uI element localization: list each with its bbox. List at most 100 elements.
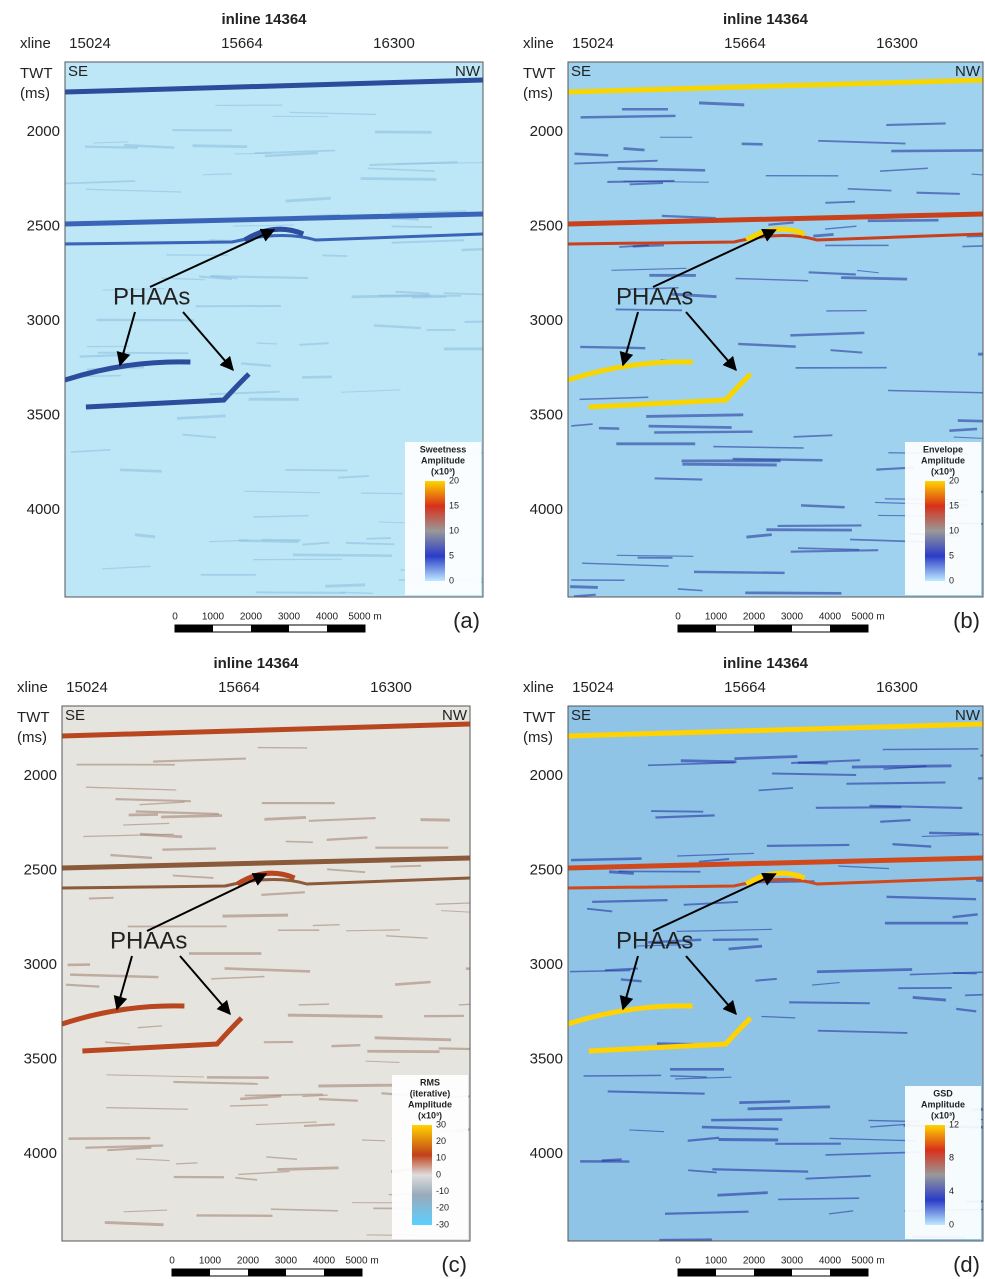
- texture: [293, 555, 392, 556]
- colorbar-tick-label: 10: [449, 525, 459, 535]
- texture: [916, 193, 959, 194]
- texture: [285, 470, 347, 471]
- scale-label: 1000: [202, 612, 225, 623]
- right-tag: NW: [955, 707, 981, 724]
- texture: [584, 1075, 662, 1076]
- scale-label: 4000: [316, 612, 339, 623]
- texture: [711, 1120, 782, 1121]
- y-tick-label: 2000: [24, 767, 57, 784]
- panel-title: inline 14364: [221, 11, 307, 28]
- scale-seg: [678, 1269, 716, 1276]
- x-tick-label: 15664: [218, 679, 260, 696]
- y-tick-label: 2000: [27, 123, 60, 140]
- y-axis-label: TWT: [20, 65, 52, 82]
- y-tick-label: 3500: [530, 406, 563, 423]
- y-tick-label: 3000: [530, 312, 563, 329]
- scale-label: 5000 m: [851, 1256, 884, 1267]
- texture: [412, 297, 446, 298]
- scale-seg: [830, 625, 868, 632]
- annotation: PHAAs: [110, 927, 187, 954]
- scale-seg: [324, 1269, 362, 1276]
- colorbar-tick-label: 15: [449, 500, 459, 510]
- texture: [392, 226, 432, 227]
- texture: [580, 347, 645, 348]
- y-tick-label: 3000: [27, 312, 60, 329]
- scale-seg: [175, 625, 213, 632]
- scale-label: 0: [169, 1256, 175, 1267]
- texture: [953, 973, 977, 974]
- y-tick-label: 4000: [530, 501, 563, 518]
- colorbar-tick-label: 20: [949, 475, 959, 485]
- colorbar-tick-label: 20: [449, 475, 459, 485]
- colorbar-tick-label: 30: [436, 1119, 446, 1129]
- colorbar-title: Amplitude: [921, 455, 965, 465]
- annotation: PHAAs: [616, 283, 693, 310]
- y-tick-label: 3000: [24, 956, 57, 973]
- scale-label: 1000: [705, 612, 728, 623]
- colorbar-tick-label: 5: [949, 550, 954, 560]
- colorbar-tick-label: 10: [949, 525, 959, 535]
- panel-label: (b): [953, 608, 980, 633]
- texture: [618, 168, 706, 170]
- texture: [575, 154, 609, 156]
- y-tick-label: 4000: [27, 501, 60, 518]
- texture: [633, 245, 664, 246]
- texture: [789, 1002, 870, 1003]
- y-tick-label: 2000: [530, 767, 563, 784]
- colorbar-tick-label: 12: [949, 1119, 959, 1129]
- texture: [646, 415, 743, 417]
- texture: [161, 816, 222, 817]
- scale-label: 5000 m: [345, 1256, 378, 1267]
- colorbar-tick-label: 5: [449, 550, 454, 560]
- scale-label: 3000: [278, 612, 301, 623]
- colorbar-title: Sweetness: [420, 444, 467, 454]
- colorbar-title: Amplitude: [408, 1099, 452, 1109]
- scale-seg: [327, 625, 365, 632]
- panel-title: inline 14364: [723, 11, 809, 28]
- texture: [318, 1085, 392, 1086]
- x-tick-label: 16300: [876, 679, 918, 696]
- left-tag: SE: [65, 707, 85, 724]
- scale-label: 5000 m: [851, 612, 884, 623]
- texture: [891, 150, 985, 151]
- texture: [68, 1138, 150, 1139]
- texture: [852, 766, 952, 767]
- left-tag: SE: [571, 707, 591, 724]
- colorbar-tick-label: -30: [436, 1219, 449, 1229]
- texture: [367, 538, 391, 539]
- texture: [978, 777, 985, 778]
- colorbar-title: Amplitude: [921, 1099, 965, 1109]
- texture: [868, 220, 939, 221]
- panel-title: inline 14364: [723, 655, 809, 672]
- y-axis-label: (ms): [523, 85, 553, 102]
- texture: [654, 432, 752, 433]
- texture: [883, 749, 979, 750]
- panel-label: (d): [953, 1252, 980, 1277]
- texture: [958, 421, 985, 422]
- colorbar: [925, 481, 945, 581]
- scale-label: 4000: [819, 612, 842, 623]
- colorbar-tick-label: 0: [449, 575, 454, 585]
- scale-seg: [251, 625, 289, 632]
- x-axis-label: xline: [17, 679, 48, 696]
- colorbar-tick-label: 20: [436, 1136, 446, 1146]
- left-tag: SE: [571, 63, 591, 80]
- scale-label: 2000: [743, 612, 766, 623]
- texture: [846, 783, 945, 784]
- texture: [825, 202, 855, 203]
- texture: [466, 969, 498, 970]
- scale-label: 0: [172, 612, 178, 623]
- texture: [841, 278, 907, 280]
- y-axis-label: TWT: [523, 709, 555, 726]
- colorbar-tick-label: 10: [436, 1153, 446, 1163]
- left-tag: SE: [68, 63, 88, 80]
- colorbar: [425, 481, 445, 581]
- panel-label: (c): [441, 1252, 467, 1277]
- texture: [798, 763, 828, 764]
- texture: [288, 1015, 383, 1016]
- colorbar-tick-label: 0: [436, 1169, 441, 1179]
- texture: [623, 149, 644, 150]
- x-tick-label: 15024: [69, 35, 111, 52]
- colorbar-tick-label: -10: [436, 1186, 449, 1196]
- y-tick-label: 2500: [530, 861, 563, 878]
